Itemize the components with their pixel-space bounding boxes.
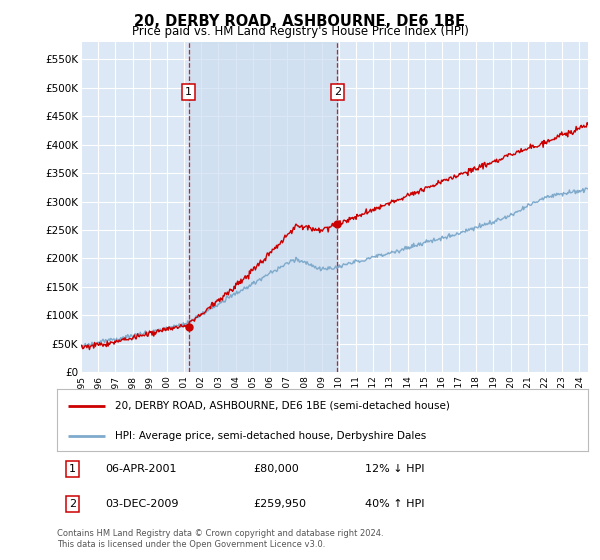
Text: Price paid vs. HM Land Registry's House Price Index (HPI): Price paid vs. HM Land Registry's House … xyxy=(131,25,469,38)
Text: £259,950: £259,950 xyxy=(253,499,307,509)
Text: 20, DERBY ROAD, ASHBOURNE, DE6 1BE (semi-detached house): 20, DERBY ROAD, ASHBOURNE, DE6 1BE (semi… xyxy=(115,401,450,411)
Text: 20, DERBY ROAD, ASHBOURNE, DE6 1BE: 20, DERBY ROAD, ASHBOURNE, DE6 1BE xyxy=(134,14,466,29)
Text: £80,000: £80,000 xyxy=(253,464,299,474)
Text: 2: 2 xyxy=(68,499,76,509)
Text: Contains HM Land Registry data © Crown copyright and database right 2024.
This d: Contains HM Land Registry data © Crown c… xyxy=(57,529,383,549)
Text: 40% ↑ HPI: 40% ↑ HPI xyxy=(365,499,424,509)
Text: 03-DEC-2009: 03-DEC-2009 xyxy=(105,499,178,509)
Text: 1: 1 xyxy=(68,464,76,474)
Text: 06-APR-2001: 06-APR-2001 xyxy=(105,464,176,474)
Text: 2: 2 xyxy=(334,87,341,97)
Text: HPI: Average price, semi-detached house, Derbyshire Dales: HPI: Average price, semi-detached house,… xyxy=(115,431,427,441)
Bar xyxy=(189,42,337,372)
Text: 12% ↓ HPI: 12% ↓ HPI xyxy=(365,464,424,474)
Text: 1: 1 xyxy=(185,87,192,97)
